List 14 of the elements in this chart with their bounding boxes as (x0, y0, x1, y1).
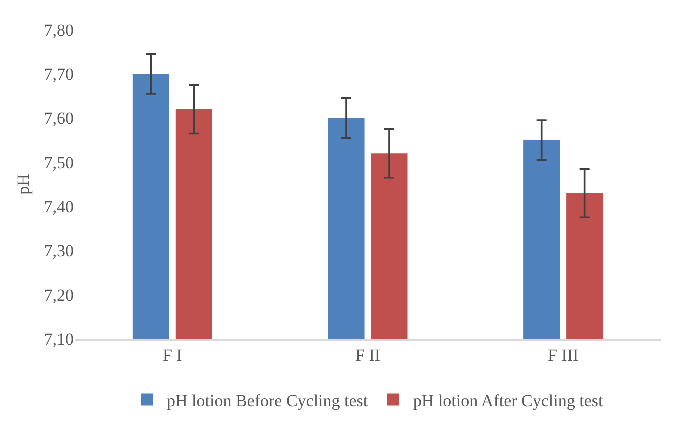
y-tick-label: 7,30 (44, 242, 74, 261)
legend-label: pH lotion Before Cycling test (167, 391, 368, 410)
y-tick-label: 7,60 (44, 109, 74, 128)
y-tick-label: 7,80 (44, 20, 74, 40)
y-tick-label: 7,70 (44, 65, 74, 84)
y-axis-title: pH (14, 174, 33, 195)
x-tick-label: F I (162, 346, 183, 366)
x-tick-label: F II (355, 346, 381, 366)
y-tick-label: 7,10 (44, 330, 74, 349)
x-tick-label: F III (548, 346, 580, 366)
y-tick-label: 7,40 (44, 198, 74, 217)
legend-label: pH lotion After Cycling test (413, 391, 604, 410)
y-tick-label: 7,50 (44, 153, 74, 172)
y-tick-label: 7,20 (44, 286, 74, 305)
